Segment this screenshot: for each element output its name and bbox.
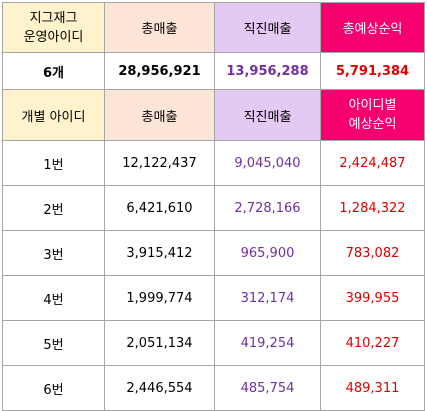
- header-account-line1: 지그재그: [29, 10, 78, 26]
- row-expected-profit-cell[interactable]: 399,955: [320, 275, 425, 321]
- subheader-profit-line2: 예상순익: [348, 117, 397, 132]
- total-row: 6개 28,956,921 13,956,288 5,791,384: [2, 52, 425, 90]
- row-id-cell[interactable]: 2번: [2, 185, 105, 231]
- row-id-cell[interactable]: 5번: [2, 320, 105, 366]
- total-sales-cell[interactable]: 28,956,921: [104, 52, 215, 90]
- row-expected-profit-cell[interactable]: 1,284,322: [320, 185, 425, 231]
- subheader-total-sales[interactable]: 총매출: [104, 89, 215, 141]
- subheader-individual-id[interactable]: 개별 아이디: [2, 89, 105, 141]
- row-total-sales-cell[interactable]: 12,122,437: [104, 140, 215, 186]
- row-total-sales-cell[interactable]: 1,999,774: [104, 275, 215, 321]
- header-account-cell[interactable]: 지그재그 운영아이디: [2, 2, 105, 53]
- header-total-sales[interactable]: 총매출: [104, 2, 215, 53]
- header-row: 지그재그 운영아이디 총매출 직진매출 총예상순익: [2, 2, 425, 53]
- table-row: 4번 1,999,774 312,174 399,955: [2, 275, 425, 321]
- subheader-profit-cell[interactable]: 아이디별 예상순익: [320, 89, 425, 141]
- row-total-sales-cell[interactable]: 6,421,610: [104, 185, 215, 231]
- header-direct-sales[interactable]: 직진매출: [214, 2, 321, 53]
- row-id-cell[interactable]: 6번: [2, 365, 105, 411]
- row-expected-profit-cell[interactable]: 783,082: [320, 230, 425, 276]
- total-direct-sales-cell[interactable]: 13,956,288: [214, 52, 321, 90]
- table-row: 3번 3,915,412 965,900 783,082: [2, 230, 425, 276]
- row-expected-profit-cell[interactable]: 489,311: [320, 365, 425, 411]
- row-direct-sales-cell[interactable]: 485,754: [214, 365, 321, 411]
- row-id-cell[interactable]: 4번: [2, 275, 105, 321]
- header-account-line2: 운영아이디: [23, 29, 84, 45]
- header-expected-profit[interactable]: 총예상순익: [320, 2, 425, 53]
- table-row: 1번 12,122,437 9,045,040 2,424,487: [2, 140, 425, 186]
- total-count-cell[interactable]: 6개: [2, 52, 105, 90]
- table-row: 5번 2,051,134 419,254 410,227: [2, 320, 425, 366]
- subheader-direct-sales[interactable]: 직진매출: [214, 89, 321, 141]
- row-expected-profit-cell[interactable]: 2,424,487: [320, 140, 425, 186]
- table-row: 6번 2,446,554 485,754 489,311: [2, 365, 425, 411]
- row-total-sales-cell[interactable]: 2,051,134: [104, 320, 215, 366]
- total-expected-profit-cell[interactable]: 5,791,384: [320, 52, 425, 90]
- table-row: 2번 6,421,610 2,728,166 1,284,322: [2, 185, 425, 231]
- row-direct-sales-cell[interactable]: 965,900: [214, 230, 321, 276]
- row-id-cell[interactable]: 1번: [2, 140, 105, 186]
- row-direct-sales-cell[interactable]: 2,728,166: [214, 185, 321, 231]
- row-direct-sales-cell[interactable]: 9,045,040: [214, 140, 321, 186]
- subheader-row: 개별 아이디 총매출 직진매출 아이디별 예상순익: [2, 89, 425, 141]
- row-total-sales-cell[interactable]: 2,446,554: [104, 365, 215, 411]
- row-direct-sales-cell[interactable]: 312,174: [214, 275, 321, 321]
- row-id-cell[interactable]: 3번: [2, 230, 105, 276]
- row-expected-profit-cell[interactable]: 410,227: [320, 320, 425, 366]
- subheader-profit-line1: 아이디별: [348, 98, 397, 113]
- row-total-sales-cell[interactable]: 3,915,412: [104, 230, 215, 276]
- row-direct-sales-cell[interactable]: 419,254: [214, 320, 321, 366]
